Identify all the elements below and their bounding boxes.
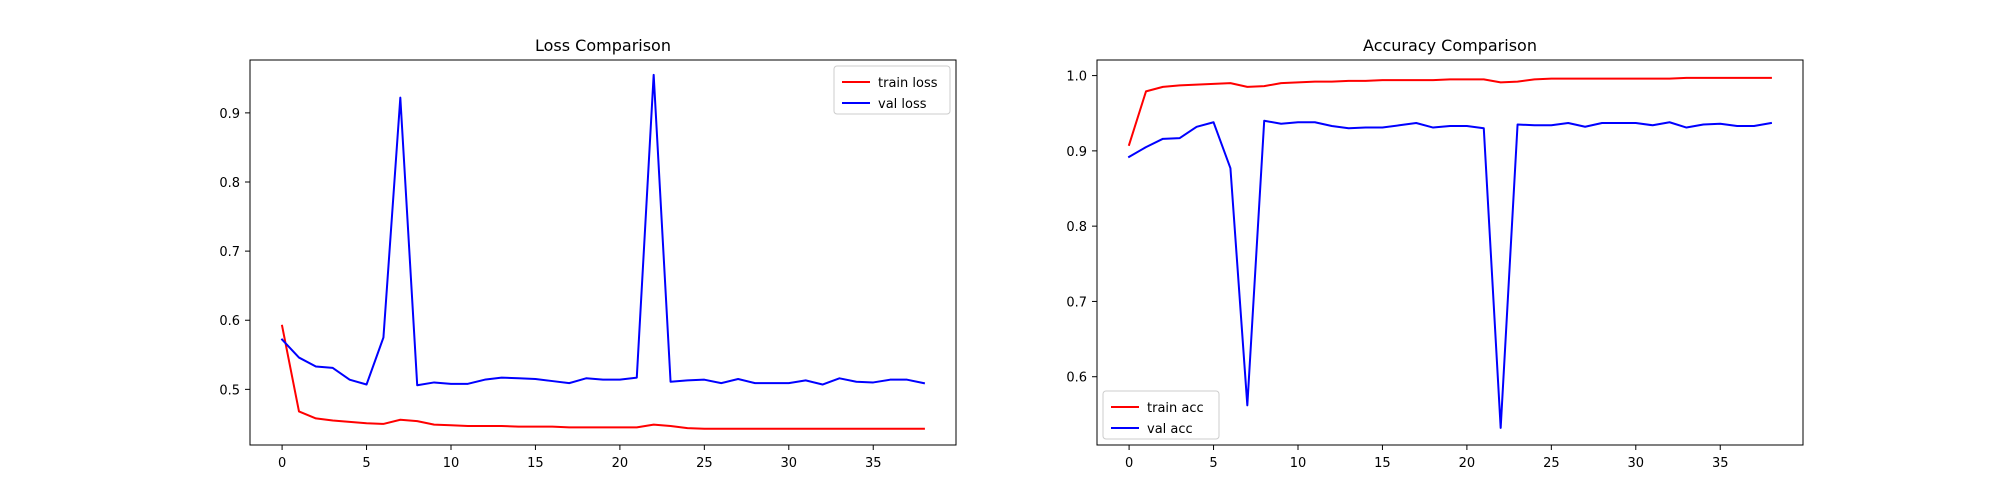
axes-frame bbox=[249, 59, 957, 446]
chart-title: Loss Comparison bbox=[535, 36, 671, 55]
series-line-train-acc bbox=[1127, 76, 1772, 147]
legend-label: val loss bbox=[878, 97, 927, 112]
y-tick-label: 0.8 bbox=[219, 176, 240, 191]
chart-panel-2: Accuracy Comparison 0 5 10 15 20 25 30 35 0.6 0.7 0… bbox=[1066, 36, 1804, 471]
x-tick-label: 35 bbox=[1712, 456, 1729, 471]
x-tick-label: 15 bbox=[527, 456, 544, 471]
x-tick-label: 30 bbox=[1628, 456, 1645, 471]
y-tick-label: 1.0 bbox=[1066, 70, 1087, 85]
x-tick-label: 20 bbox=[1459, 456, 1476, 471]
y-tick-label: 0.9 bbox=[1066, 145, 1087, 160]
y-tick-label: 0.7 bbox=[219, 245, 240, 260]
x-tick-label: 5 bbox=[362, 456, 370, 471]
x-tick-label: 0 bbox=[1125, 456, 1133, 471]
series-line-val-acc bbox=[1127, 119, 1773, 429]
x-tick-label: 25 bbox=[696, 456, 713, 471]
legend: train loss val loss bbox=[833, 65, 951, 115]
legend-label: val acc bbox=[1147, 422, 1193, 437]
y-tick-label: 0.7 bbox=[1066, 295, 1087, 310]
series-line-val-loss bbox=[280, 73, 926, 387]
axes-frame bbox=[1096, 59, 1804, 446]
x-tick-label: 35 bbox=[865, 456, 882, 471]
legend-label: train loss bbox=[878, 76, 938, 91]
legend: train acc val acc bbox=[1102, 390, 1220, 440]
x-tick-label: 10 bbox=[443, 456, 460, 471]
y-tick-label: 0.6 bbox=[219, 314, 240, 329]
legend-label: train acc bbox=[1147, 401, 1204, 416]
y-tick-label: 0.8 bbox=[1066, 220, 1087, 235]
chart-title: Accuracy Comparison bbox=[1363, 36, 1537, 55]
x-tick-label: 10 bbox=[1290, 456, 1307, 471]
y-tick-label: 0.9 bbox=[219, 107, 240, 122]
x-tick-label: 5 bbox=[1209, 456, 1217, 471]
series-line-train-loss bbox=[280, 324, 925, 430]
x-tick-label: 25 bbox=[1543, 456, 1560, 471]
x-tick-label: 30 bbox=[781, 456, 798, 471]
y-tick-label: 0.5 bbox=[219, 383, 240, 398]
x-tick-label: 20 bbox=[612, 456, 629, 471]
y-tick-label: 0.6 bbox=[1066, 371, 1087, 386]
x-tick-label: 15 bbox=[1374, 456, 1391, 471]
chart-panel-1: Loss Comparison 0 5 10 15 20 25 30 35 0.5 0.6 0.7 0.… bbox=[219, 36, 957, 471]
x-tick-label: 0 bbox=[278, 456, 286, 471]
